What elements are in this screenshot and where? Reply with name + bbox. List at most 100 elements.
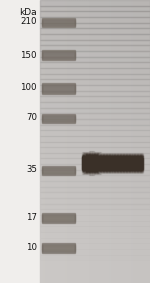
Bar (40, 215, 150, 221)
Bar (40, 17, 150, 23)
Bar (42, 85, 75, 91)
Bar (90, 151, 91, 175)
Bar (40, 28, 150, 34)
Bar (104, 157, 105, 169)
Bar (128, 153, 129, 173)
Bar (40, 147, 150, 153)
Bar (106, 155, 107, 171)
Bar (40, 192, 150, 198)
Bar (42, 246, 75, 250)
Bar (103, 156, 104, 170)
Bar (42, 213, 75, 223)
Bar (42, 51, 75, 59)
Bar (134, 156, 135, 170)
Bar (40, 158, 150, 164)
Bar (120, 158, 121, 168)
Bar (124, 154, 125, 172)
Bar (119, 153, 120, 173)
Bar (92, 156, 93, 170)
Bar (115, 158, 116, 168)
Bar (40, 0, 150, 6)
Bar (82, 153, 83, 173)
Bar (66, 0, 68, 283)
Text: 35: 35 (26, 166, 37, 175)
Bar (40, 130, 150, 136)
Bar (108, 155, 109, 171)
Bar (137, 0, 139, 283)
Bar (102, 153, 103, 173)
Bar (100, 0, 102, 283)
Bar (89, 155, 90, 171)
Bar (108, 156, 109, 170)
Bar (135, 158, 136, 168)
Bar (132, 158, 133, 168)
Bar (40, 11, 150, 17)
Bar (95, 155, 96, 171)
Bar (93, 155, 94, 171)
Bar (86, 155, 87, 171)
Bar (98, 155, 99, 171)
Bar (109, 155, 110, 171)
Bar (101, 155, 102, 171)
Bar (108, 158, 109, 168)
Bar (130, 154, 131, 172)
Bar (82, 154, 83, 172)
Bar (91, 155, 92, 171)
Bar (84, 0, 86, 283)
Bar (40, 0, 150, 283)
Bar (105, 154, 106, 172)
Bar (86, 153, 87, 173)
Bar (42, 245, 75, 251)
Bar (0, 0, 40, 283)
Bar (40, 57, 150, 62)
Bar (111, 0, 113, 283)
Bar (95, 156, 96, 170)
Bar (135, 154, 136, 172)
Bar (137, 153, 138, 173)
Bar (136, 155, 137, 171)
Bar (83, 154, 84, 172)
Bar (113, 154, 114, 172)
Bar (132, 0, 134, 283)
Bar (119, 154, 120, 172)
Bar (141, 155, 142, 171)
Bar (82, 156, 83, 170)
Bar (116, 155, 117, 171)
Bar (142, 155, 143, 171)
Bar (109, 154, 110, 172)
Bar (42, 216, 75, 220)
Bar (113, 158, 114, 168)
Bar (96, 152, 97, 174)
Bar (104, 0, 106, 283)
Bar (111, 154, 112, 172)
Bar (68, 0, 69, 283)
Bar (140, 155, 141, 171)
Bar (139, 155, 140, 171)
Bar (84, 153, 85, 173)
Bar (42, 166, 75, 175)
Bar (40, 136, 150, 142)
Bar (40, 102, 150, 108)
Bar (40, 91, 150, 96)
Bar (96, 157, 97, 169)
Bar (139, 154, 140, 172)
Bar (114, 153, 115, 173)
Bar (86, 152, 87, 174)
Bar (121, 0, 123, 283)
Bar (139, 153, 140, 173)
Bar (140, 156, 141, 170)
Bar (105, 155, 106, 171)
Bar (116, 156, 117, 170)
Bar (111, 156, 112, 170)
Bar (118, 158, 119, 168)
Bar (122, 155, 123, 171)
Bar (98, 157, 99, 169)
Bar (40, 34, 150, 40)
Bar (134, 153, 135, 173)
Bar (83, 152, 84, 174)
Bar (136, 156, 137, 170)
Bar (148, 0, 150, 283)
Bar (82, 157, 83, 169)
Bar (97, 152, 98, 174)
Bar (135, 156, 136, 170)
